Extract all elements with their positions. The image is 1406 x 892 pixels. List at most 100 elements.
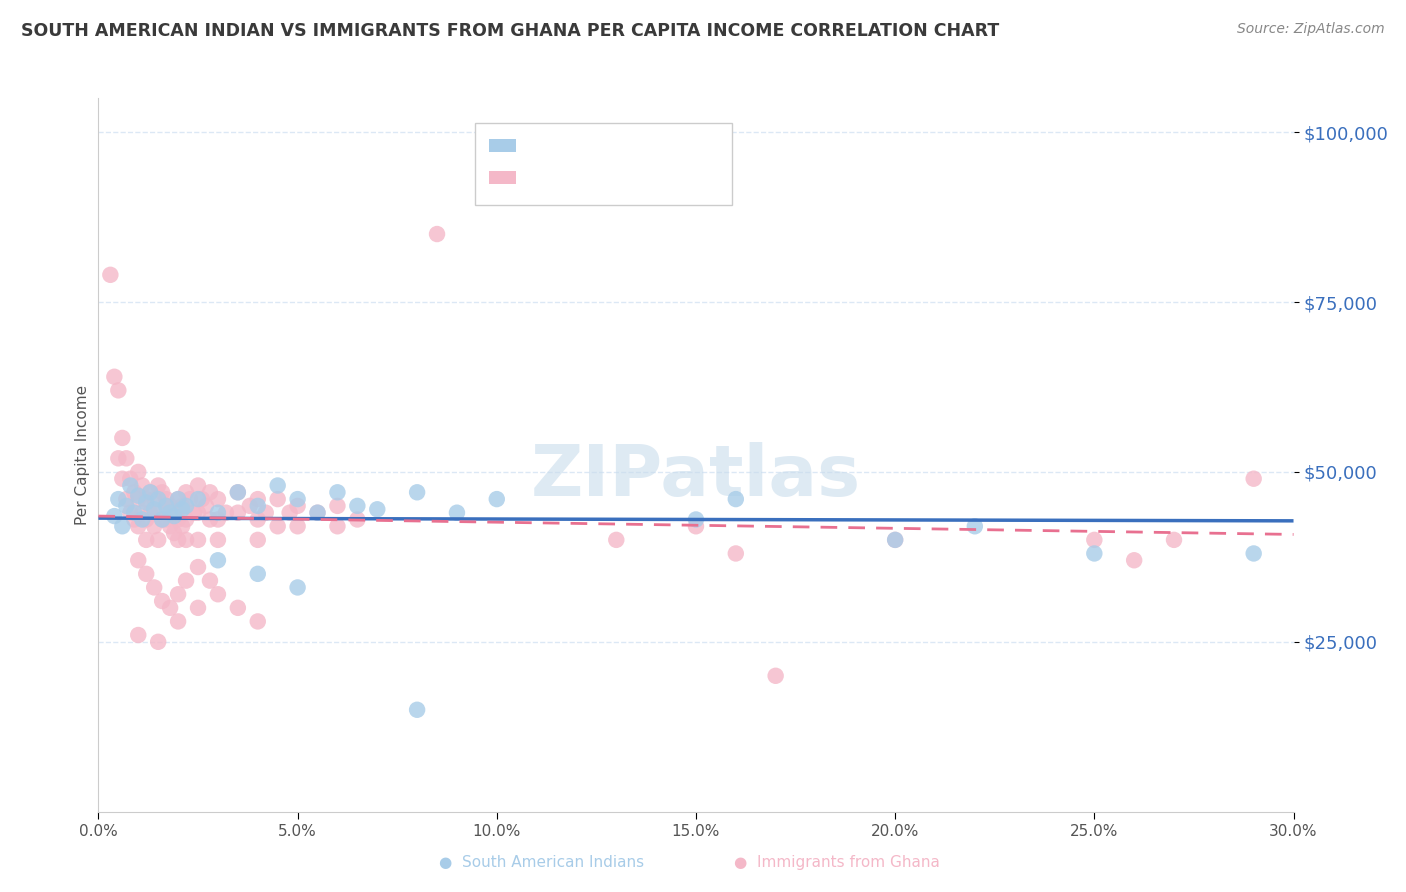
Point <box>120 472 142 486</box>
Point <box>127 465 149 479</box>
Point <box>724 546 747 560</box>
Point <box>207 587 229 601</box>
Point <box>155 499 177 513</box>
Point <box>159 519 181 533</box>
Point <box>287 492 309 507</box>
Point <box>246 533 269 547</box>
Point <box>207 512 229 526</box>
Point <box>174 574 197 588</box>
Point <box>267 492 290 507</box>
Point <box>198 512 221 526</box>
Text: SOUTH AMERICAN INDIAN VS IMMIGRANTS FROM GHANA PER CAPITA INCOME CORRELATION CHA: SOUTH AMERICAN INDIAN VS IMMIGRANTS FROM… <box>21 22 1000 40</box>
Point <box>155 512 177 526</box>
Point <box>159 499 181 513</box>
Point <box>148 506 170 520</box>
Point <box>167 512 190 526</box>
Point <box>115 492 138 507</box>
Point <box>254 506 277 520</box>
Point <box>326 485 349 500</box>
Point <box>246 499 269 513</box>
Point <box>174 485 197 500</box>
Point <box>226 485 249 500</box>
Point <box>287 499 309 513</box>
Point <box>485 492 508 507</box>
Point <box>226 600 249 615</box>
Point <box>155 492 177 507</box>
Point <box>124 485 146 500</box>
Point <box>139 485 162 500</box>
Point <box>246 615 269 629</box>
Y-axis label: Per Capita Income: Per Capita Income <box>75 384 90 525</box>
Point <box>135 495 157 509</box>
Point <box>115 499 138 513</box>
Point <box>120 506 142 520</box>
Point <box>685 512 707 526</box>
Text: ●  Immigrants from Ghana: ● Immigrants from Ghana <box>734 855 939 870</box>
Point <box>278 506 301 520</box>
Text: N = 42: N = 42 <box>638 136 696 153</box>
Point <box>346 512 368 526</box>
Point <box>187 506 209 520</box>
Point <box>724 492 747 507</box>
Point <box>287 519 309 533</box>
Point <box>198 574 221 588</box>
Point <box>207 506 229 520</box>
Point <box>191 492 214 507</box>
Point <box>143 581 166 595</box>
Point <box>307 506 329 520</box>
Point <box>207 492 229 507</box>
Point <box>326 499 349 513</box>
Point <box>246 566 269 581</box>
Point <box>124 512 146 526</box>
Point <box>150 485 173 500</box>
Point <box>174 499 197 513</box>
Point <box>187 533 209 547</box>
Text: ZIPatlas: ZIPatlas <box>531 442 860 511</box>
Point <box>326 519 349 533</box>
Point <box>346 499 368 513</box>
Point <box>131 506 153 520</box>
Point <box>135 512 157 526</box>
Point <box>135 533 157 547</box>
Point <box>167 615 190 629</box>
Point <box>1083 546 1105 560</box>
Point <box>120 478 142 492</box>
Point <box>1123 553 1146 567</box>
Point <box>207 553 229 567</box>
Point <box>148 492 170 507</box>
Point <box>163 506 186 520</box>
Text: R = -0.005: R = -0.005 <box>524 136 614 153</box>
Text: R = -0.054: R = -0.054 <box>524 168 614 186</box>
Point <box>127 519 149 533</box>
Point <box>194 499 218 513</box>
Point <box>148 635 170 649</box>
Point <box>174 533 197 547</box>
Point <box>215 506 238 520</box>
Point <box>135 492 157 507</box>
Point <box>198 485 221 500</box>
Point <box>127 628 149 642</box>
Point <box>884 533 907 547</box>
Text: N = 98: N = 98 <box>638 168 696 186</box>
Point <box>124 506 146 520</box>
Point <box>107 384 129 398</box>
Point <box>406 485 429 500</box>
Point <box>131 478 153 492</box>
Point <box>226 485 249 500</box>
Point <box>307 506 329 520</box>
Text: ●  South American Indians: ● South American Indians <box>439 855 644 870</box>
Point <box>163 509 186 524</box>
FancyBboxPatch shape <box>475 123 733 205</box>
Point <box>172 499 194 513</box>
Point <box>884 533 907 547</box>
Point <box>267 478 290 492</box>
Point <box>446 506 468 520</box>
Point <box>148 533 170 547</box>
Point <box>685 519 707 533</box>
Point <box>139 485 162 500</box>
Point <box>167 492 190 507</box>
Point <box>1083 533 1105 547</box>
Point <box>103 369 125 384</box>
Point <box>148 478 170 492</box>
Point <box>172 502 194 516</box>
